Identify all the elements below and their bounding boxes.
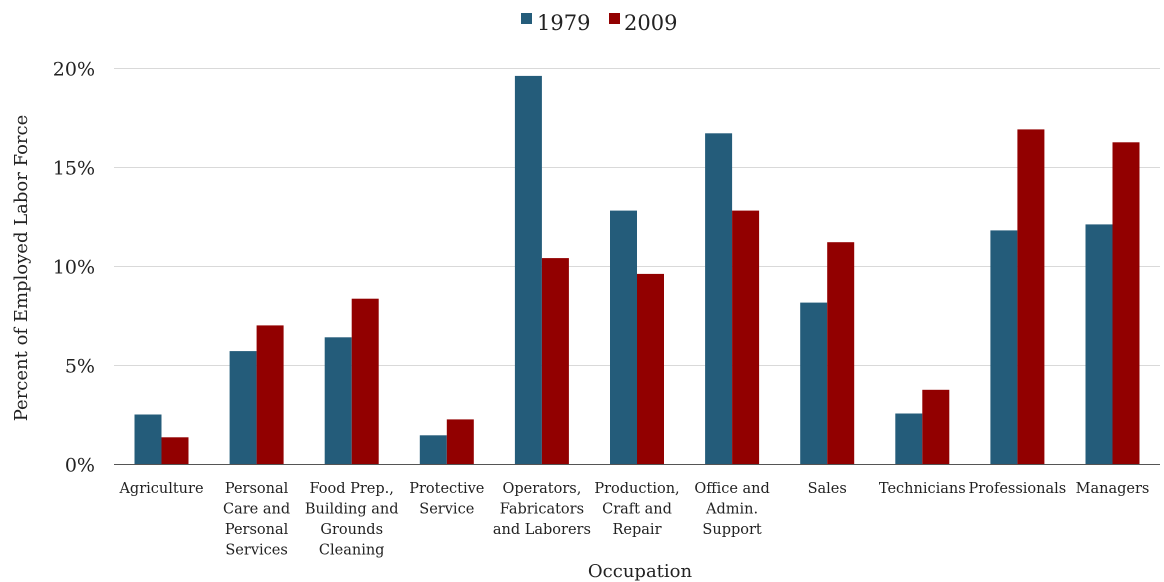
bar-2009 bbox=[161, 437, 189, 464]
bar-2009 bbox=[732, 210, 760, 464]
bar-2009 bbox=[827, 242, 855, 464]
y-tick-label: 15% bbox=[53, 158, 95, 180]
x-category-label: Operators, Fabricators and Laborers bbox=[493, 481, 591, 538]
y-tick-label: 0% bbox=[65, 455, 95, 477]
y-axis-ticks: 0% 5% 10% 15% 20% bbox=[53, 59, 95, 477]
legend-swatch-2009 bbox=[609, 13, 620, 24]
x-category-label: Agriculture bbox=[118, 481, 203, 497]
bar-1979 bbox=[419, 435, 447, 464]
bar-2009 bbox=[1017, 129, 1045, 464]
bars bbox=[134, 75, 1140, 465]
x-category-label: Technicians bbox=[879, 481, 966, 497]
bar-1979 bbox=[895, 413, 923, 464]
x-category-label: Personal Care and Personal Services bbox=[223, 481, 290, 559]
x-category-label: Food Prep., Building and Grounds Cleaning bbox=[305, 481, 399, 559]
bar-1979 bbox=[134, 414, 162, 464]
x-category-label: Office and Admin. Support bbox=[694, 481, 769, 538]
legend: 1979 2009 bbox=[521, 11, 677, 35]
bar-2009 bbox=[256, 325, 284, 464]
legend-label-1979: 1979 bbox=[537, 11, 590, 35]
x-category-label: Production, Craft and Repair bbox=[594, 481, 679, 538]
bar-2009 bbox=[541, 258, 569, 464]
bar-1979 bbox=[990, 230, 1018, 464]
bar-1979 bbox=[1085, 224, 1113, 464]
y-tick-label: 10% bbox=[53, 257, 95, 279]
x-axis-categories: Agriculture Personal Care and Personal Servi… bbox=[118, 481, 1149, 559]
bar-2009 bbox=[446, 419, 474, 464]
y-axis-title: Percent of Employed Labor Force bbox=[11, 115, 32, 422]
x-category-label: Managers bbox=[1076, 481, 1150, 497]
bar-1979 bbox=[800, 302, 828, 464]
bar-1979 bbox=[324, 337, 352, 464]
bar-1979 bbox=[705, 133, 733, 465]
bar-2009 bbox=[351, 298, 379, 464]
bar-2009 bbox=[922, 389, 950, 465]
y-tick-label: 20% bbox=[53, 59, 95, 81]
y-tick-label: 5% bbox=[65, 356, 95, 378]
bar-1979 bbox=[610, 210, 637, 464]
x-axis-title: Occupation bbox=[588, 561, 693, 582]
bar-2009 bbox=[1112, 142, 1140, 465]
legend-label-2009: 2009 bbox=[624, 11, 677, 35]
bar-2009 bbox=[637, 273, 664, 464]
bar-1979 bbox=[514, 75, 542, 465]
legend-swatch-1979 bbox=[521, 13, 532, 24]
bar-1979 bbox=[229, 351, 257, 464]
x-category-label: Sales bbox=[808, 481, 847, 497]
x-category-label: Protective Service bbox=[409, 481, 484, 518]
x-category-label: Professionals bbox=[969, 481, 1067, 497]
